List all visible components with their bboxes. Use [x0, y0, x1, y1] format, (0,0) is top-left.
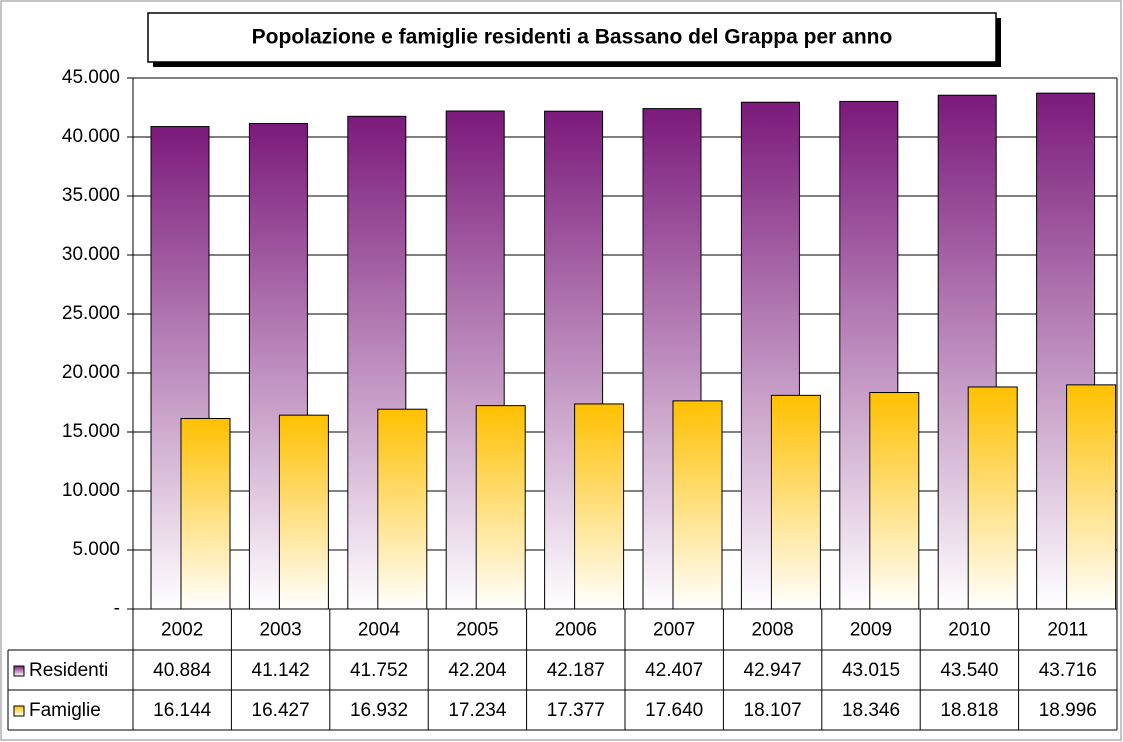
bar — [180, 418, 231, 610]
bar — [278, 414, 329, 610]
data-label: 42.947 — [744, 660, 802, 681]
data-label: 17.234 — [448, 700, 507, 721]
bar — [672, 400, 723, 610]
data-label: 18.346 — [842, 700, 900, 721]
bar — [574, 403, 625, 610]
y-tick-label: 40.000 — [62, 126, 120, 147]
data-label: 18.818 — [940, 700, 998, 721]
data-label: 42.407 — [645, 660, 703, 681]
data-label: 17.640 — [645, 700, 703, 721]
x-tick-label: 2007 — [653, 620, 695, 641]
x-tick-label: 2008 — [751, 620, 793, 641]
data-label: 17.377 — [547, 700, 605, 721]
legend-label: Residenti — [29, 660, 108, 681]
bar — [967, 386, 1018, 610]
legend-label: Famiglie — [29, 700, 101, 721]
data-label: 16.427 — [252, 700, 310, 721]
y-tick-label: - — [114, 598, 120, 619]
y-tick-label: 25.000 — [62, 303, 120, 324]
data-label: 42.187 — [547, 660, 605, 681]
data-label: 42.204 — [448, 660, 507, 681]
data-label: 43.015 — [842, 660, 900, 681]
x-tick-label: 2010 — [948, 620, 990, 641]
bar — [377, 408, 428, 610]
title-box — [147, 12, 997, 63]
y-tick-label: 30.000 — [62, 244, 120, 265]
x-tick-label: 2011 — [1047, 620, 1088, 641]
y-tick-label: 15.000 — [62, 421, 120, 442]
data-label: 43.540 — [940, 660, 998, 681]
y-tick-label: 5.000 — [72, 539, 120, 560]
data-label: 16.144 — [153, 700, 212, 721]
x-tick-label: 2003 — [259, 620, 301, 641]
data-label: 16.932 — [350, 700, 408, 721]
legend-swatch — [13, 665, 25, 677]
data-label: 18.107 — [744, 700, 802, 721]
bar — [1066, 384, 1117, 610]
data-label: 40.884 — [153, 660, 212, 681]
bar — [869, 392, 920, 610]
data-label: 41.142 — [252, 660, 310, 681]
legend-swatch — [13, 705, 25, 717]
x-tick-label: 2009 — [850, 620, 892, 641]
y-tick-label: 35.000 — [62, 185, 120, 206]
data-label: 18.996 — [1039, 700, 1097, 721]
bar — [475, 405, 526, 610]
chart-title: Popolazione e famiglie residenti a Bassa… — [252, 26, 893, 49]
y-tick-label: 45.000 — [62, 67, 120, 88]
data-label: 43.716 — [1039, 660, 1097, 681]
x-tick-label: 2002 — [161, 620, 203, 641]
y-tick-label: 10.000 — [62, 480, 120, 501]
bar — [770, 394, 821, 610]
x-tick-label: 2006 — [555, 620, 597, 641]
y-tick-label: 20.000 — [62, 362, 120, 383]
data-label: 41.752 — [350, 660, 408, 681]
x-tick-label: 2005 — [456, 620, 498, 641]
x-tick-label: 2004 — [358, 620, 401, 641]
